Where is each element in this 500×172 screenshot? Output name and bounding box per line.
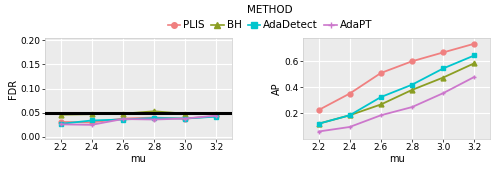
X-axis label: mu: mu bbox=[388, 154, 404, 164]
X-axis label: mu: mu bbox=[130, 154, 146, 164]
Y-axis label: FDR: FDR bbox=[8, 78, 18, 99]
Legend: PLIS, BH, AdaDetect, AdaPT: PLIS, BH, AdaDetect, AdaPT bbox=[168, 5, 372, 30]
Y-axis label: AP: AP bbox=[272, 82, 281, 95]
